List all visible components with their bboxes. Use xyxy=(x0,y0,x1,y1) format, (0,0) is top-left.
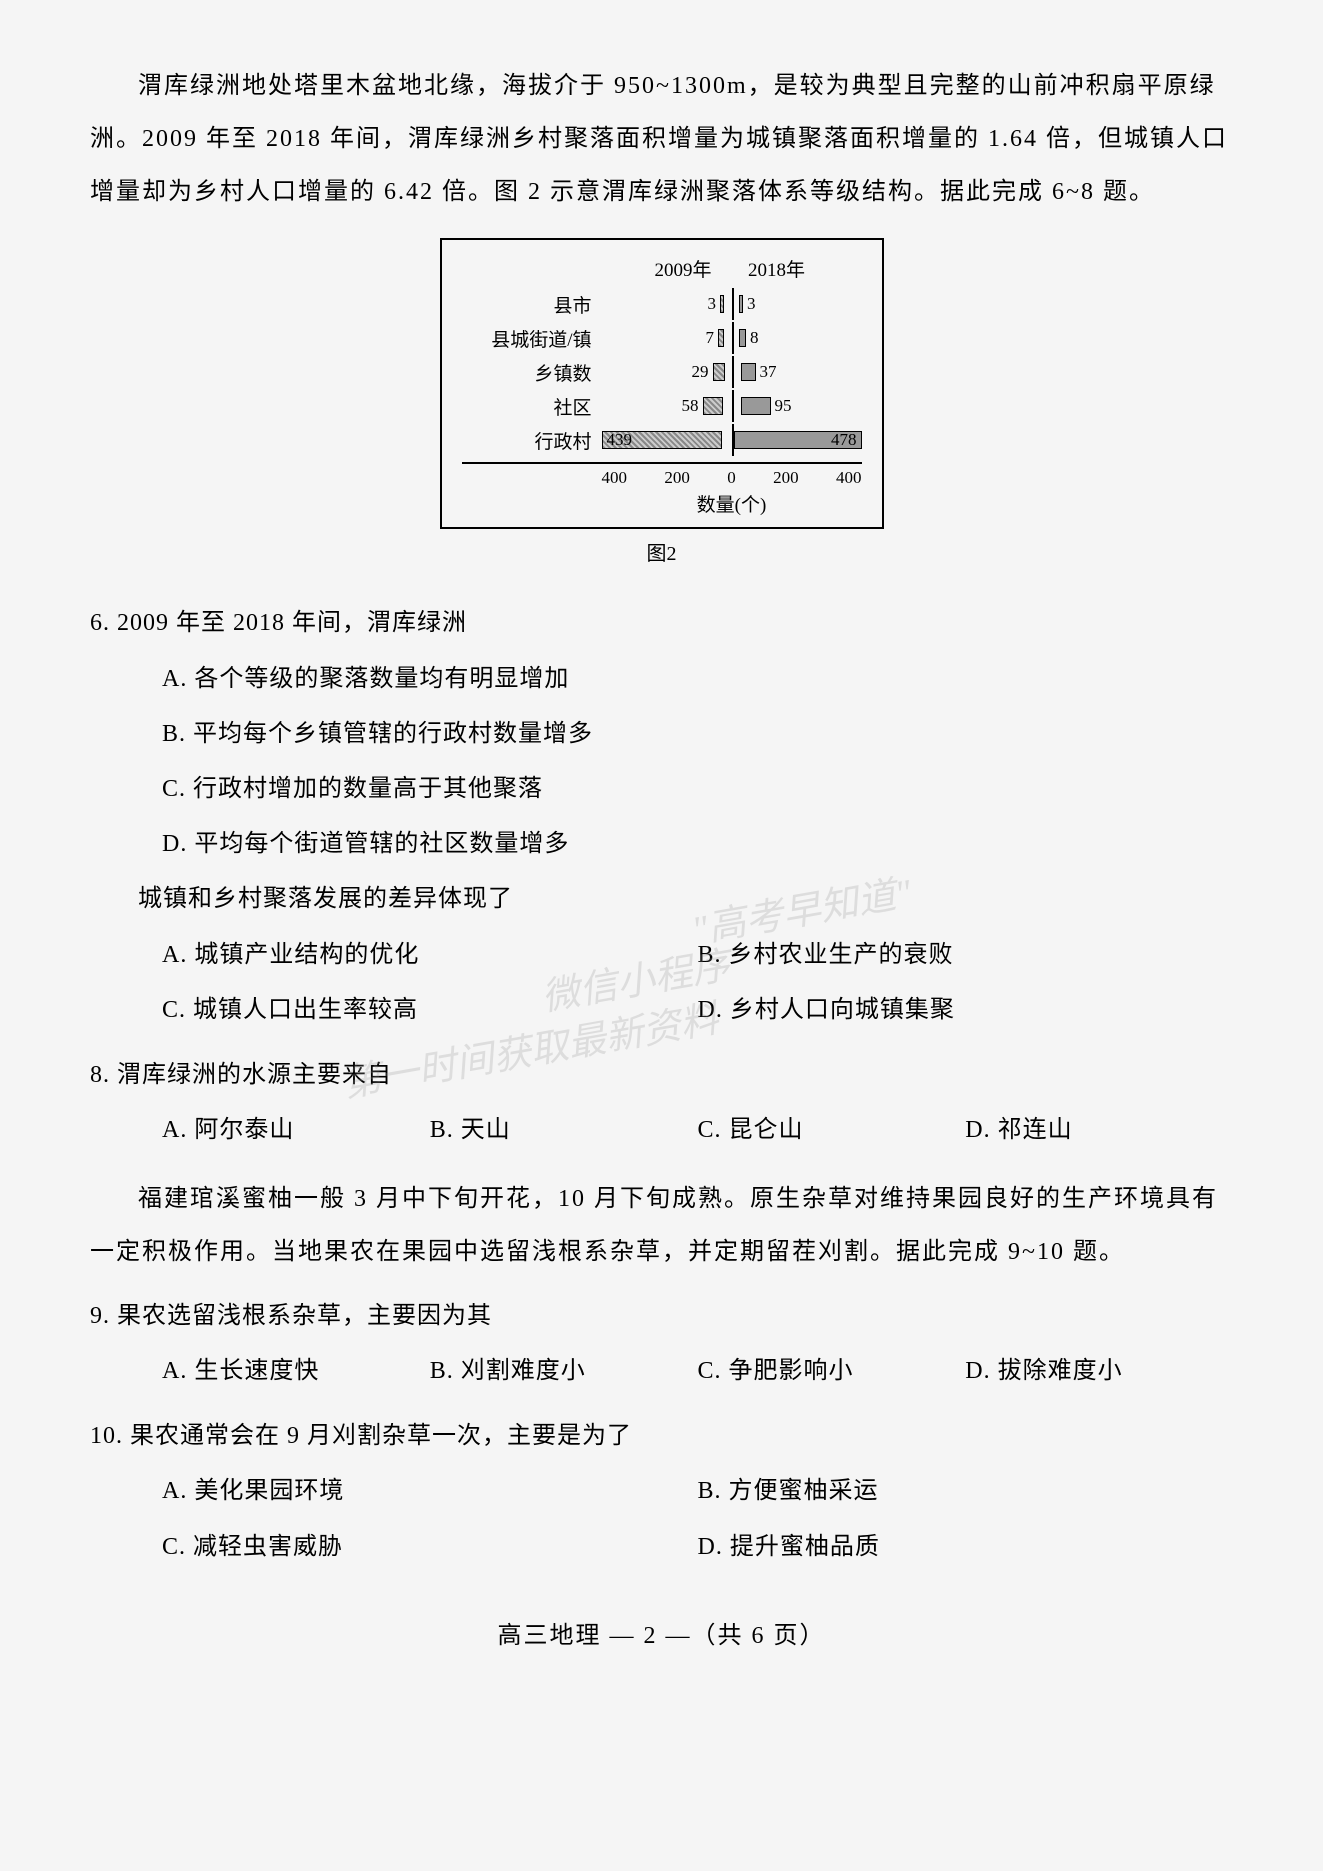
bar-row-4: 行政村 439 478 xyxy=(462,426,862,454)
q7-d: D. 乡村人口向城镇集聚 xyxy=(698,983,1234,1038)
q10-d: D. 提升蜜柚品质 xyxy=(698,1520,1234,1575)
tick-3: 200 xyxy=(773,468,799,488)
figure-container: 2009年 2018年 县市 3 3 县城街道/镇 7 xyxy=(90,238,1233,566)
bar-val-r-3: 95 xyxy=(775,396,792,416)
bar-row-2: 乡镇数 29 37 xyxy=(462,358,862,386)
q10-c: C. 减轻虫害威胁 xyxy=(162,1520,698,1575)
q6-c: C. 行政村增加的数量高于其他聚落 xyxy=(90,762,1233,817)
bar-val-l-0: 3 xyxy=(708,294,717,314)
q6-b: B. 平均每个乡镇管辖的行政村数量增多 xyxy=(90,707,1233,762)
q10-row1: A. 美化果园环境 B. 方便蜜柚采运 xyxy=(90,1464,1233,1519)
bar-val-l-1: 7 xyxy=(706,328,715,348)
q9-c: C. 争肥影响小 xyxy=(698,1344,966,1399)
q8-d: D. 祁连山 xyxy=(965,1103,1233,1158)
q10-stem: 10. 果农通常会在 9 月刈割杂草一次，主要是为了 xyxy=(90,1409,1233,1464)
page: "高考早知道" 微信小程序 第一时间获取最新资料 渭库绿洲地处塔里木盆地北缘，海… xyxy=(90,60,1233,1650)
figure-2: 2009年 2018年 县市 3 3 县城街道/镇 7 xyxy=(440,238,884,529)
bar-val-r-0: 3 xyxy=(747,294,756,314)
bar-val-l-4: 439 xyxy=(607,430,633,450)
q8-row: A. 阿尔泰山 B. 天山 C. 昆仑山 D. 祁连山 xyxy=(90,1103,1233,1158)
figure-wrapper: 2009年 2018年 县市 3 3 县城街道/镇 7 xyxy=(440,238,884,566)
q9-b: B. 刈割难度小 xyxy=(430,1344,698,1399)
bar-label-0: 县市 xyxy=(462,291,602,318)
bar-label-4: 行政村 xyxy=(462,427,602,454)
q6-stem: 6. 2009 年至 2018 年间，渭库绿洲 xyxy=(90,596,1233,651)
tick-1: 200 xyxy=(664,468,690,488)
page-footer: 高三地理 — 2 —（共 6 页） xyxy=(90,1615,1233,1650)
bar-label-3: 社区 xyxy=(462,393,602,420)
bar-row-0: 县市 3 3 xyxy=(462,290,862,318)
q7-b: B. 乡村农业生产的衰败 xyxy=(698,928,1234,983)
axis-label: 数量(个) xyxy=(602,490,862,517)
bar-val-r-4: 478 xyxy=(831,430,857,450)
year-2009: 2009年 xyxy=(602,255,712,282)
figure-caption: 图2 xyxy=(440,537,884,566)
q7-row2: C. 城镇人口出生率较高 D. 乡村人口向城镇集聚 xyxy=(90,983,1233,1038)
bar-val-l-3: 58 xyxy=(682,396,699,416)
q9-stem: 9. 果农选留浅根系杂草，主要因为其 xyxy=(90,1289,1233,1344)
passage-2: 福建琯溪蜜柚一般 3 月中下旬开花，10 月下旬成熟。原生杂草对维持果园良好的生… xyxy=(90,1173,1233,1279)
bar-val-l-2: 29 xyxy=(692,362,709,382)
bar-label-1: 县城街道/镇 xyxy=(462,325,602,352)
q9-d: D. 拔除难度小 xyxy=(965,1344,1233,1399)
q8-c: C. 昆仑山 xyxy=(698,1103,966,1158)
intro-paragraph: 渭库绿洲地处塔里木盆地北缘，海拔介于 950~1300m，是较为典型且完整的山前… xyxy=(90,60,1233,218)
q10-row2: C. 减轻虫害威胁 D. 提升蜜柚品质 xyxy=(90,1520,1233,1575)
bar-val-r-1: 8 xyxy=(750,328,759,348)
q8-b: B. 天山 xyxy=(430,1103,698,1158)
q7-row1: A. 城镇产业结构的优化 B. 乡村农业生产的衰败 xyxy=(90,928,1233,983)
tick-0: 400 xyxy=(602,468,628,488)
tick-4: 400 xyxy=(836,468,862,488)
q8-stem: 8. 渭库绿洲的水源主要来自 xyxy=(90,1048,1233,1103)
bar-row-3: 社区 58 95 xyxy=(462,392,862,420)
bar-val-r-2: 37 xyxy=(760,362,777,382)
tick-2: 0 xyxy=(727,468,736,488)
figure-header: 2009年 2018年 xyxy=(462,255,862,282)
q7-stem: 城镇和乡村聚落发展的差异体现了 xyxy=(90,872,1233,927)
year-2018: 2018年 xyxy=(712,255,842,282)
q7-a: A. 城镇产业结构的优化 xyxy=(162,928,698,983)
q9-row: A. 生长速度快 B. 刈割难度小 C. 争肥影响小 D. 拔除难度小 xyxy=(90,1344,1233,1399)
bar-label-2: 乡镇数 xyxy=(462,359,602,386)
q8-a: A. 阿尔泰山 xyxy=(162,1103,430,1158)
q9-a: A. 生长速度快 xyxy=(162,1344,430,1399)
q10-a: A. 美化果园环境 xyxy=(162,1464,698,1519)
q10-b: B. 方便蜜柚采运 xyxy=(698,1464,1234,1519)
q7-c: C. 城镇人口出生率较高 xyxy=(162,983,698,1038)
q6-d: D. 平均每个街道管辖的社区数量增多 xyxy=(90,817,1233,872)
bar-row-1: 县城街道/镇 7 8 xyxy=(462,324,862,352)
axis: 400 200 0 200 400 xyxy=(462,462,862,488)
q6-a: A. 各个等级的聚落数量均有明显增加 xyxy=(90,652,1233,707)
